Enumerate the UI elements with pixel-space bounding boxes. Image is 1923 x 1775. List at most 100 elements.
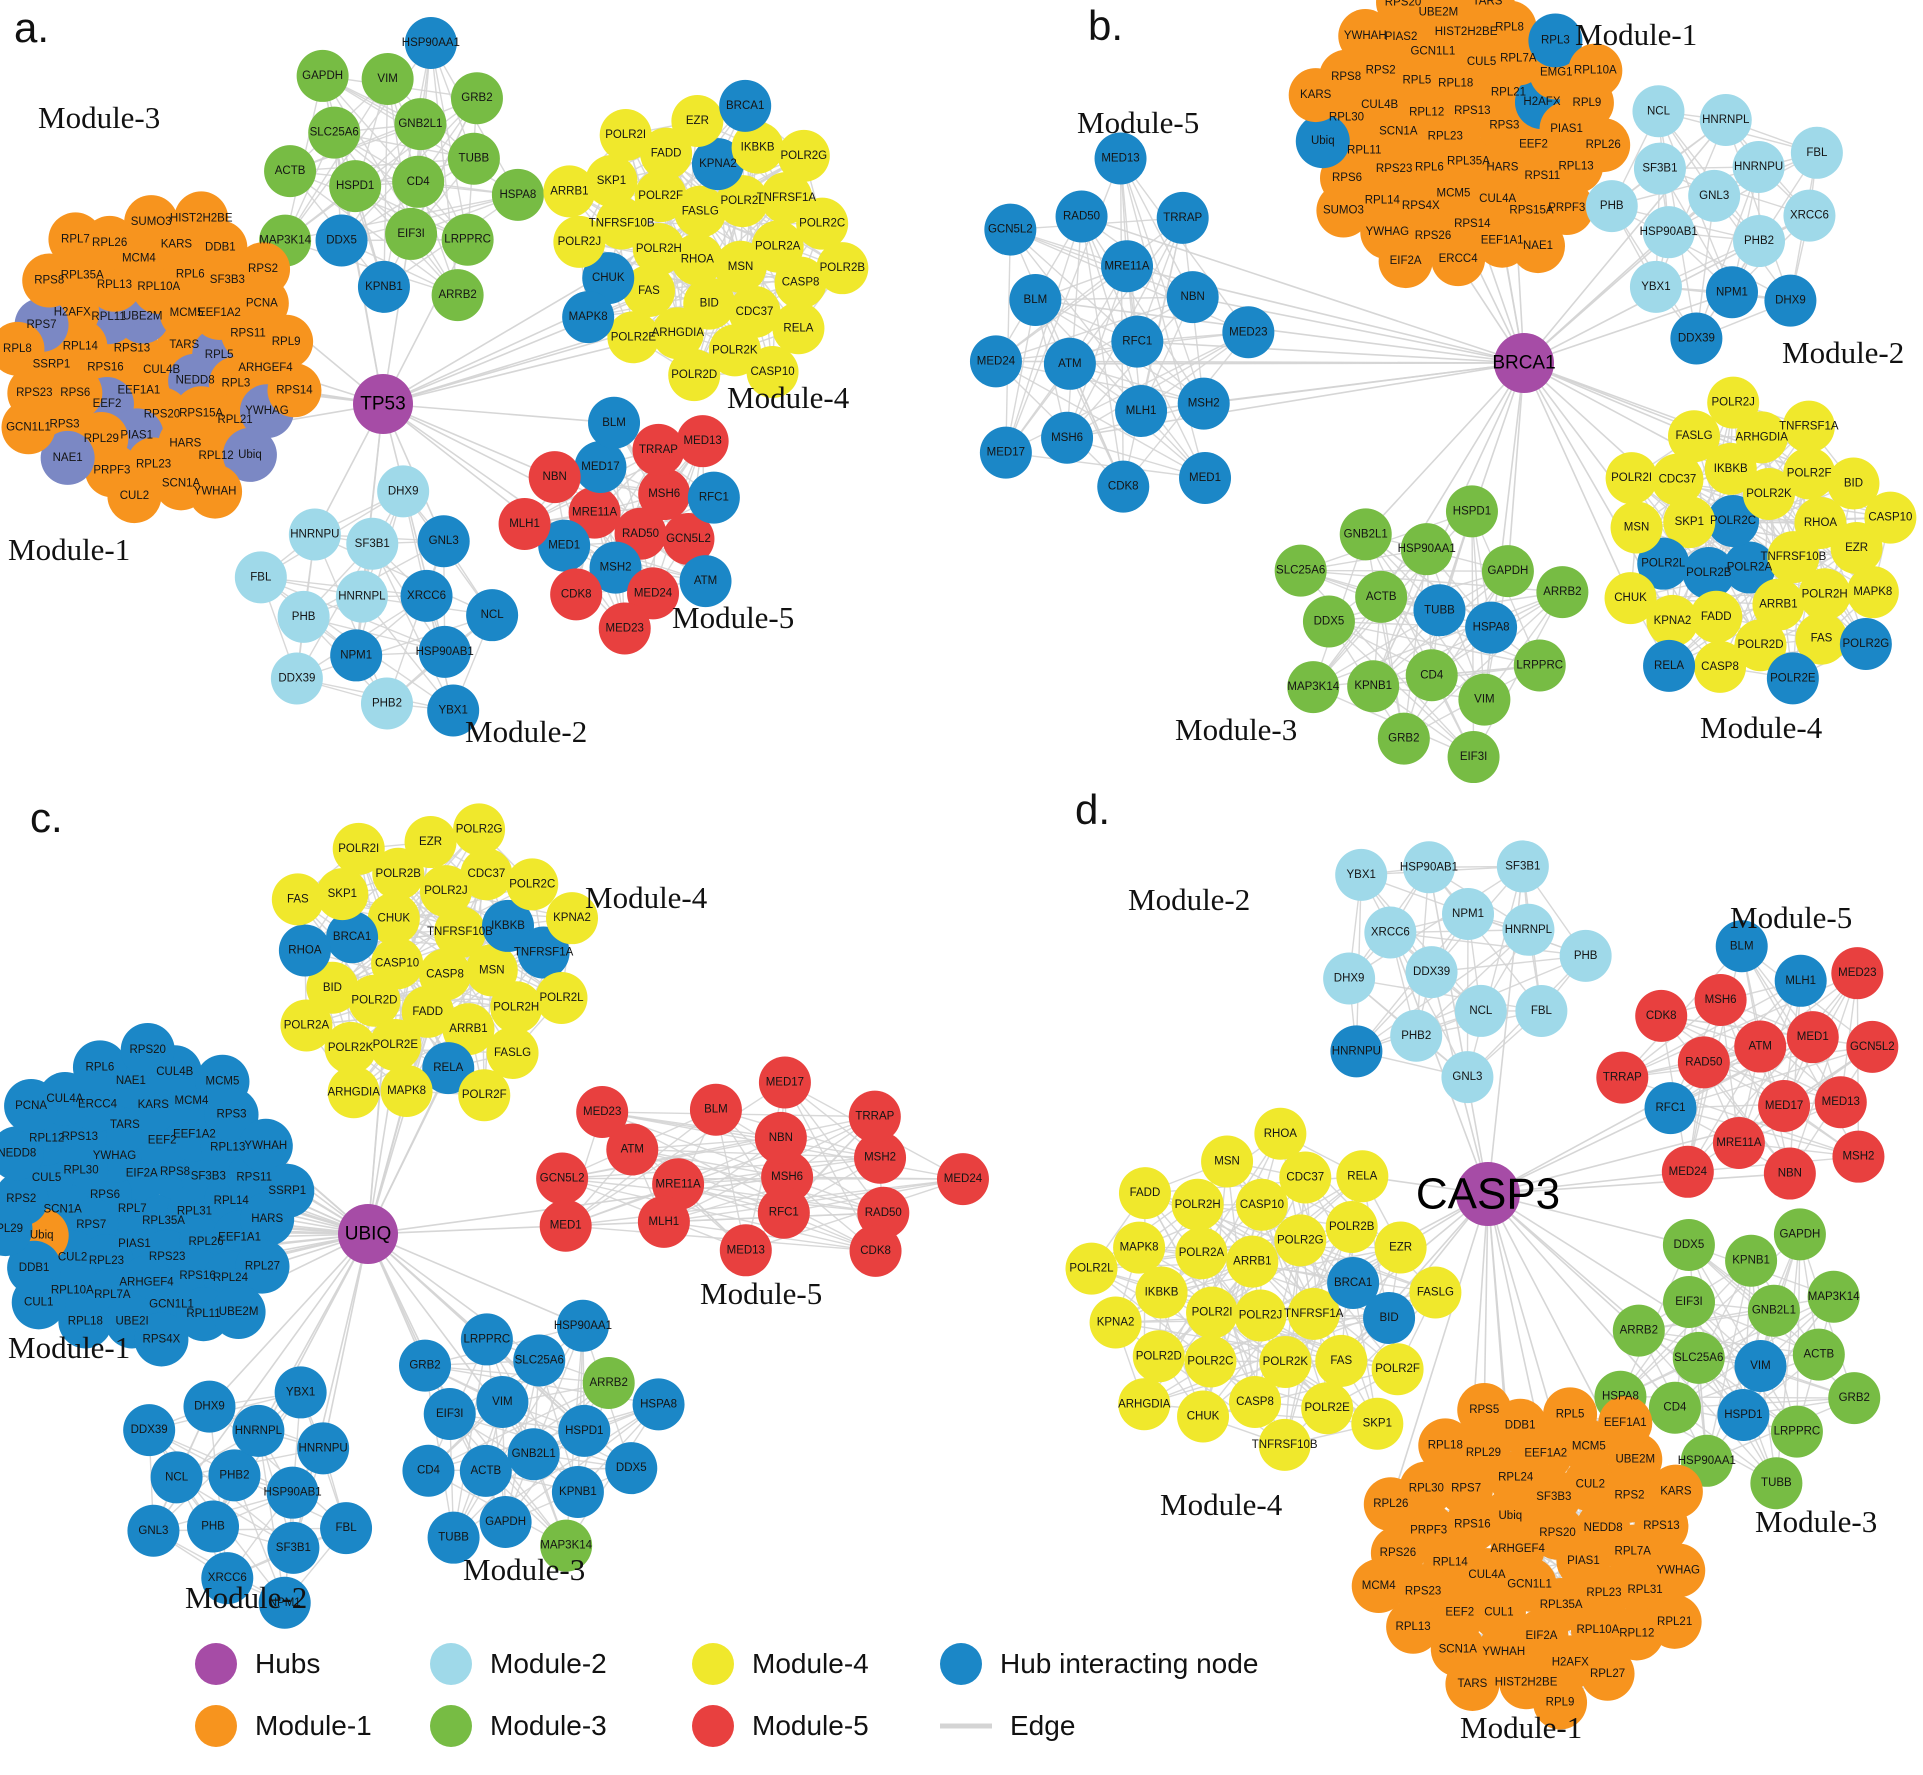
- node-c-POLR2E[interactable]: [369, 1018, 422, 1071]
- node-c-XRCC6[interactable]: [201, 1552, 254, 1605]
- node-b-POLR2K[interactable]: [1742, 468, 1795, 521]
- node-d-MED17[interactable]: [1758, 1080, 1811, 1133]
- node-a-CD4[interactable]: [392, 155, 445, 208]
- node-a-TNFRSF10B[interactable]: [595, 197, 648, 250]
- node-d-FADD[interactable]: [1118, 1167, 1171, 1220]
- node-b-ATM[interactable]: [1043, 337, 1096, 390]
- node-b-XRCC6[interactable]: [1783, 189, 1836, 242]
- node-b-TARS[interactable]: [1460, 0, 1515, 29]
- node-b-HSPA8[interactable]: [1465, 601, 1518, 654]
- node-a-IKBKB[interactable]: [731, 121, 784, 174]
- node-b-GNL3[interactable]: [1688, 169, 1741, 222]
- node-d-RPL26[interactable]: [1363, 1477, 1418, 1532]
- node-d-FASLG[interactable]: [1409, 1266, 1462, 1319]
- node-a-HSPD1[interactable]: [329, 160, 382, 213]
- node-a-CASP10[interactable]: [746, 346, 799, 399]
- node-c-GAPDH[interactable]: [479, 1496, 532, 1549]
- node-a-TUBB[interactable]: [447, 132, 500, 185]
- node-a-BRCA1[interactable]: [719, 79, 772, 132]
- hub-node-TP53[interactable]: [353, 374, 413, 434]
- node-b-NBN[interactable]: [1166, 271, 1219, 324]
- node-c-MLH1[interactable]: [637, 1195, 690, 1248]
- node-a-BLM[interactable]: [588, 396, 641, 449]
- node-b-FBL[interactable]: [1790, 126, 1843, 179]
- node-d-CDC37[interactable]: [1279, 1151, 1332, 1204]
- node-b-PHB2[interactable]: [1733, 215, 1786, 268]
- node-c-BRCA1[interactable]: [326, 911, 379, 964]
- node-a-CDK8[interactable]: [550, 568, 603, 621]
- node-c-GNB2L1[interactable]: [507, 1428, 560, 1481]
- node-c-RPL18[interactable]: [58, 1294, 113, 1349]
- node-b-MSH2[interactable]: [1177, 377, 1230, 430]
- node-c-MED13[interactable]: [719, 1224, 772, 1277]
- node-b-TUBB[interactable]: [1413, 584, 1466, 637]
- node-c-HSPA8[interactable]: [632, 1378, 685, 1431]
- hub-node-BRCA1[interactable]: [1494, 333, 1554, 393]
- node-a-ARRB1[interactable]: [543, 165, 596, 218]
- node-d-KPNB1[interactable]: [1725, 1234, 1778, 1287]
- node-d-MSH2[interactable]: [1832, 1130, 1885, 1183]
- node-c-HSP90AB1[interactable]: [266, 1466, 319, 1519]
- node-c-TNFRSF1A[interactable]: [517, 926, 570, 979]
- node-a-MRE11A[interactable]: [568, 486, 621, 539]
- node-a-DDX5[interactable]: [315, 214, 368, 267]
- node-d-YBX1[interactable]: [1335, 848, 1388, 901]
- node-a-KPNA2[interactable]: [691, 138, 744, 191]
- node-b-RPS20[interactable]: [1376, 0, 1431, 30]
- node-a-GCN5L2[interactable]: [662, 512, 715, 565]
- node-d-MCM4[interactable]: [1351, 1559, 1406, 1614]
- node-c-RPL6[interactable]: [72, 1040, 127, 1095]
- node-a-SLC25A6[interactable]: [308, 106, 361, 159]
- node-b-RPL26[interactable]: [1576, 118, 1631, 173]
- node-b-POLR2C[interactable]: [1707, 494, 1760, 547]
- node-c-MED23[interactable]: [576, 1086, 629, 1139]
- node-d-CDK8[interactable]: [1635, 989, 1688, 1042]
- node-c-FAS[interactable]: [271, 873, 324, 926]
- node-b-POLR2G[interactable]: [1839, 618, 1892, 671]
- node-d-FBL[interactable]: [1515, 984, 1568, 1037]
- node-b-HSPD1[interactable]: [1445, 485, 1498, 538]
- node-c-VIM[interactable]: [476, 1375, 529, 1428]
- node-a-YBX1[interactable]: [427, 684, 480, 737]
- node-b-NAE1[interactable]: [1511, 219, 1566, 274]
- node-a-POLR2K[interactable]: [708, 324, 761, 377]
- node-a-GNB2L1[interactable]: [394, 98, 447, 151]
- node-a-DHX9[interactable]: [377, 465, 430, 518]
- node-a-HSP90AA1[interactable]: [404, 16, 457, 69]
- node-d-POLR2I[interactable]: [1186, 1286, 1239, 1339]
- node-d-POLR2K[interactable]: [1259, 1335, 1312, 1388]
- node-c-IKBKB[interactable]: [482, 899, 535, 952]
- node-b-ARHGDIA[interactable]: [1735, 411, 1788, 464]
- node-c-BLM[interactable]: [689, 1083, 742, 1136]
- node-a-RPL7[interactable]: [48, 212, 103, 267]
- node-b-CDK8[interactable]: [1097, 460, 1150, 513]
- node-b-KARS[interactable]: [1288, 68, 1343, 123]
- node-c-DDX39[interactable]: [123, 1404, 176, 1457]
- node-d-RELA[interactable]: [1336, 1150, 1389, 1203]
- node-d-GNL3[interactable]: [1441, 1051, 1494, 1104]
- node-a-XRCC6[interactable]: [400, 569, 453, 622]
- node-b-RAD50[interactable]: [1055, 190, 1108, 243]
- node-b-MAP3K14[interactable]: [1287, 661, 1340, 714]
- node-a-RPS8[interactable]: [22, 253, 77, 308]
- node-d-RPL18[interactable]: [1418, 1418, 1473, 1473]
- node-b-MED23[interactable]: [1222, 306, 1275, 359]
- node-a-HSPA8[interactable]: [491, 168, 544, 221]
- node-d-ACTB[interactable]: [1792, 1328, 1845, 1381]
- node-a-ARRB2[interactable]: [431, 269, 484, 322]
- node-d-GAPDH[interactable]: [1773, 1208, 1826, 1261]
- node-b-EIF2A[interactable]: [1378, 234, 1433, 289]
- node-b-LRPPRC[interactable]: [1513, 639, 1566, 692]
- node-d-NCL[interactable]: [1454, 984, 1507, 1037]
- node-d-MSH6[interactable]: [1694, 973, 1747, 1026]
- node-b-NCL[interactable]: [1632, 85, 1685, 138]
- node-d-CASP8[interactable]: [1229, 1375, 1282, 1428]
- node-d-EIF3I[interactable]: [1662, 1276, 1715, 1329]
- node-b-TRRAP[interactable]: [1156, 191, 1209, 244]
- node-b-Ubiq[interactable]: [1295, 114, 1350, 169]
- node-d-POLR2A[interactable]: [1175, 1227, 1228, 1280]
- node-b-MRE11A[interactable]: [1101, 240, 1154, 293]
- node-d-KARS[interactable]: [1648, 1464, 1703, 1519]
- node-a-RPS2[interactable]: [236, 242, 291, 297]
- node-d-EZR[interactable]: [1374, 1221, 1427, 1274]
